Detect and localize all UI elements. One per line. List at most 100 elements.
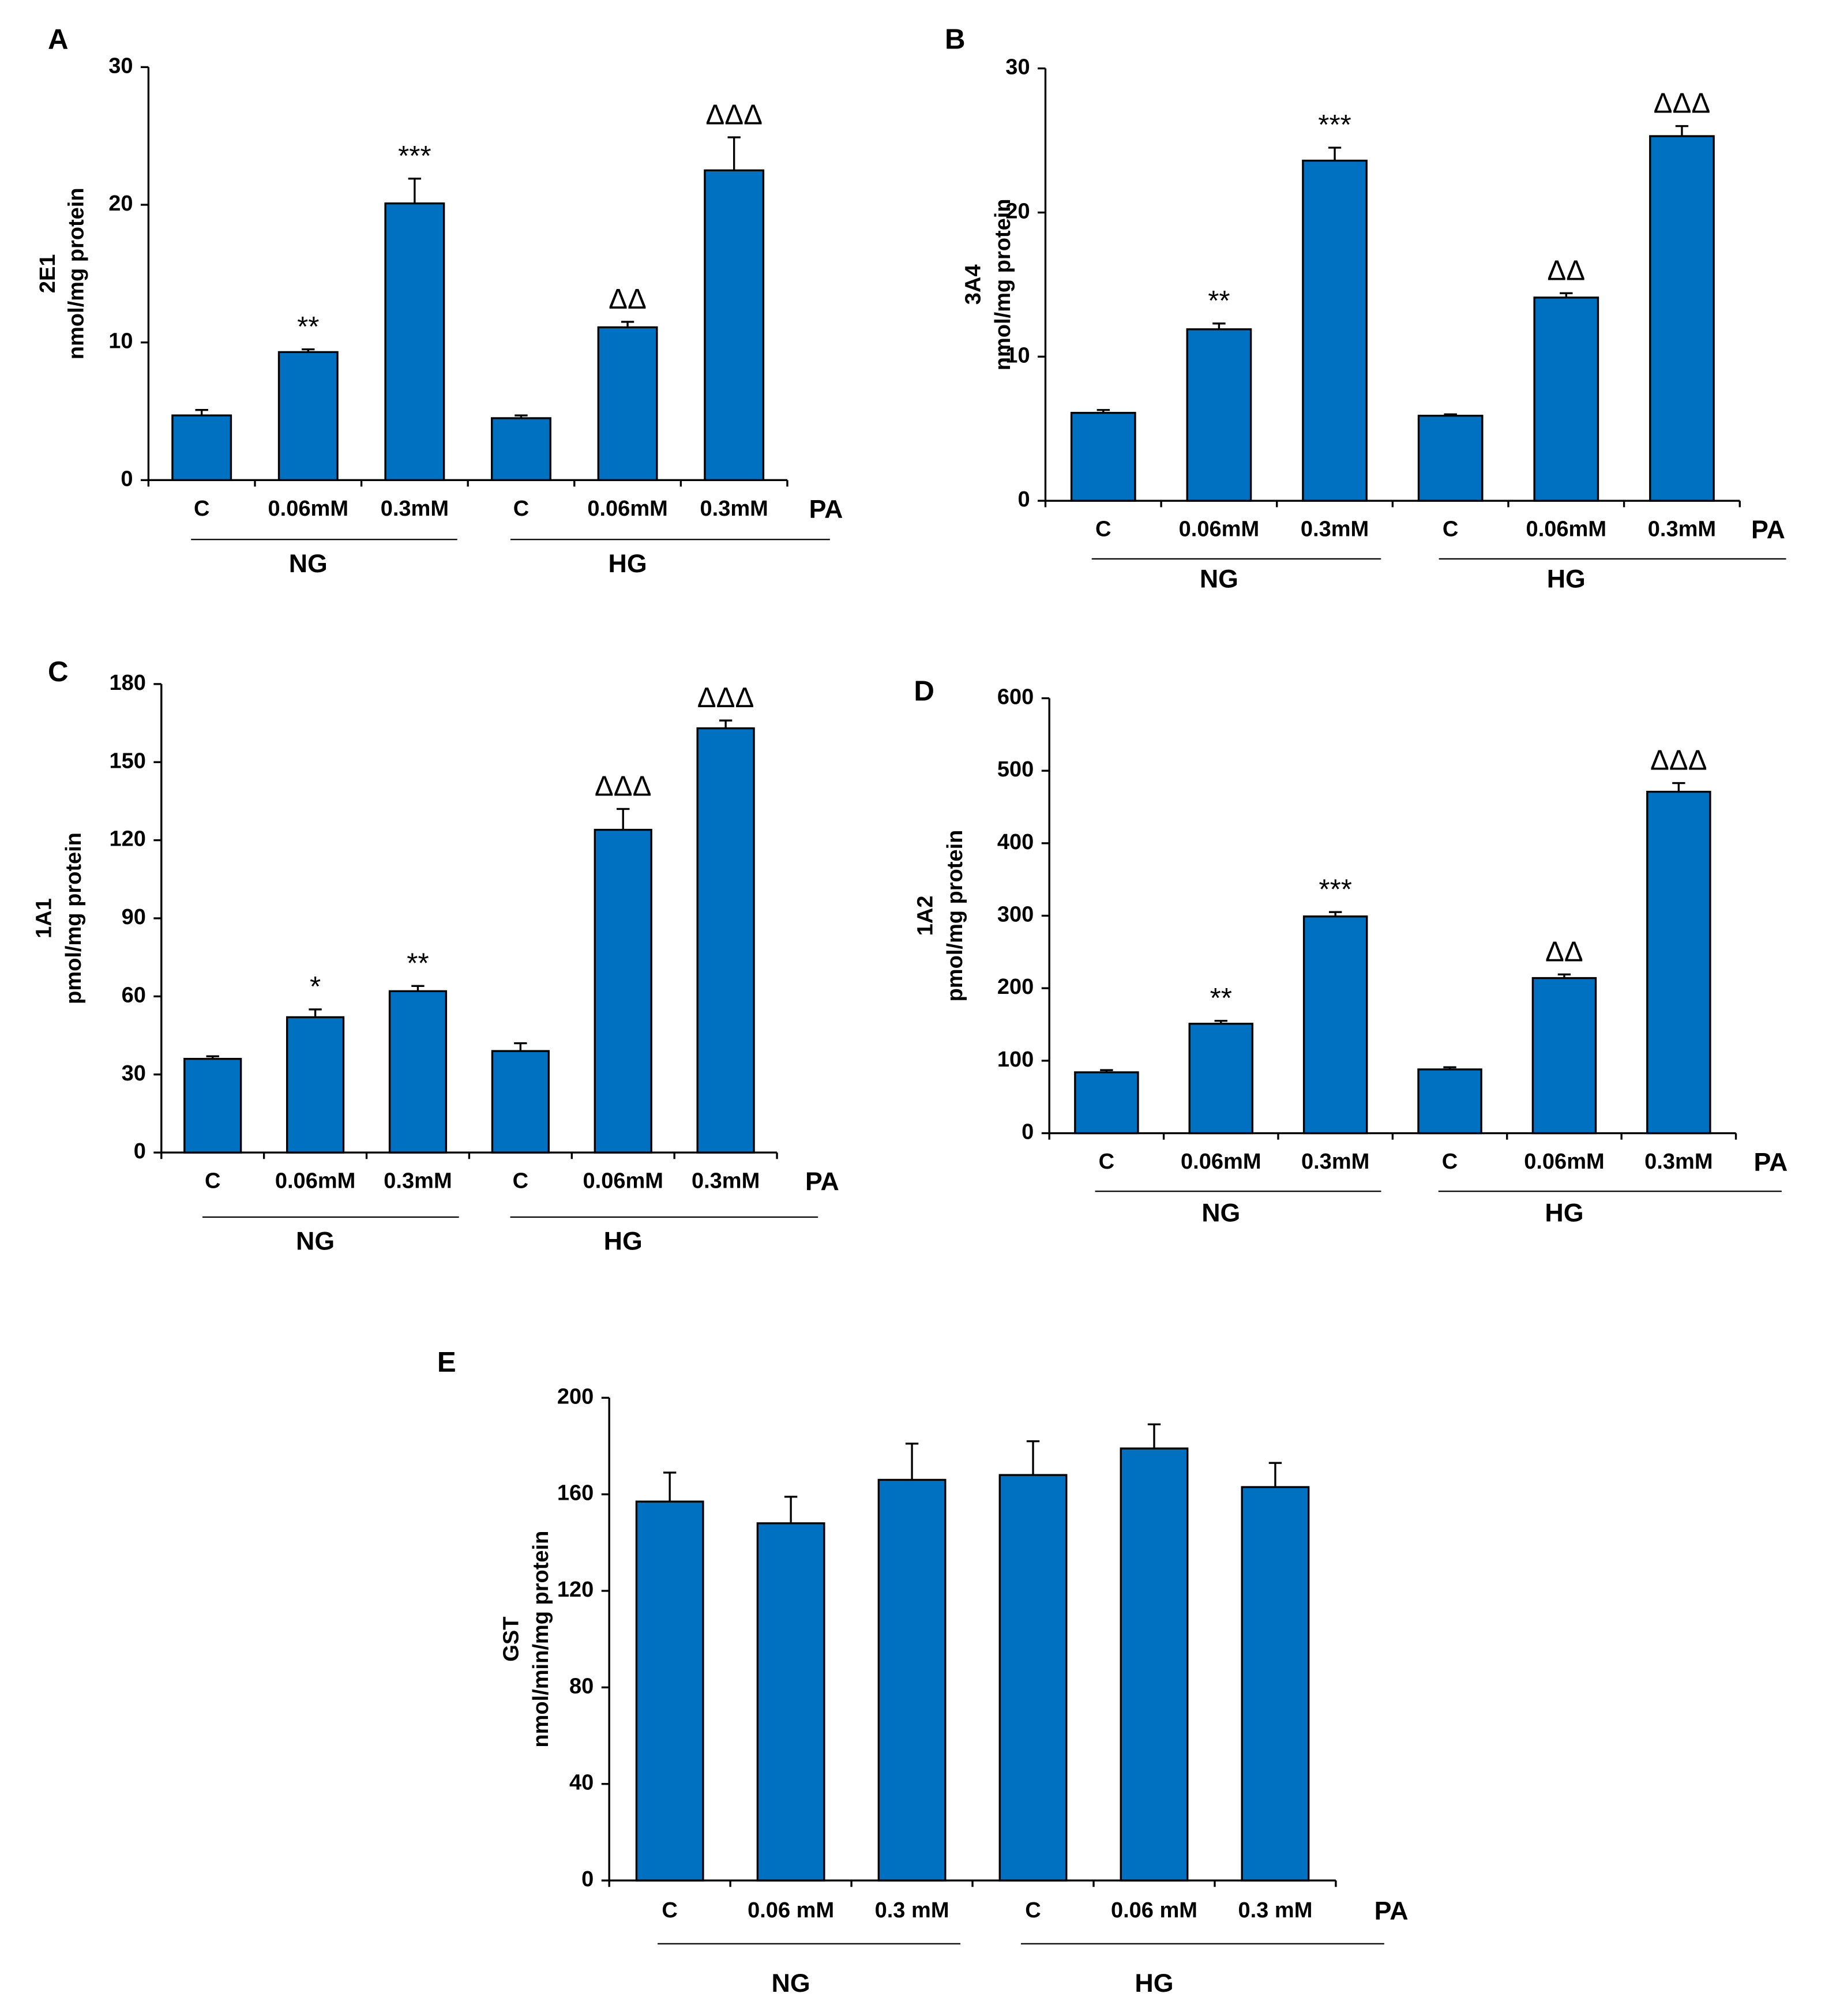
error-bar <box>1147 1423 1161 1449</box>
group-label: HG <box>1135 1969 1173 1998</box>
bar <box>1186 328 1252 502</box>
panel: A 2E1 nmol/mg protein 0 10 20 30 C 0.06mM ** 0.3mM… <box>36 24 843 578</box>
x-tick-label: C <box>513 1169 528 1193</box>
bar <box>1531 977 1597 1135</box>
annotation: ** <box>1208 285 1230 317</box>
bar <box>1533 296 1599 502</box>
y-tick-label: 0 <box>134 1139 146 1163</box>
x-tick-label: 0.3mM <box>1301 1150 1369 1174</box>
group-label: HG <box>1547 565 1586 594</box>
annotation: ** <box>297 311 319 343</box>
x-tick-label: 0.06 mM <box>1111 1898 1197 1923</box>
bar <box>171 414 232 482</box>
y-tick-label: 200 <box>557 1384 594 1409</box>
y-tick-label: 100 <box>997 1048 1034 1072</box>
x-tick-label: 0.06mM <box>1181 1150 1261 1174</box>
y-tick-label: 30 <box>1005 55 1030 80</box>
annotation: * <box>310 971 321 1003</box>
bar <box>704 169 765 482</box>
bar <box>1302 159 1368 502</box>
x-tick-label: C <box>1025 1898 1041 1923</box>
error-bar <box>1100 1069 1113 1072</box>
y-tick-label: 0 <box>1022 1120 1034 1144</box>
error-bar <box>621 321 634 328</box>
y-tick-label: 160 <box>557 1481 594 1506</box>
x-tick-label: C <box>205 1169 220 1193</box>
x-axis-label: PA <box>805 1167 839 1196</box>
x-tick-label: C <box>1099 1150 1114 1174</box>
annotation: ** <box>1210 982 1232 1014</box>
annotation: ΔΔ <box>1547 255 1585 287</box>
error-bar <box>1444 413 1457 416</box>
x-tick-label: 0.3mM <box>700 497 768 521</box>
error-bar <box>1268 1462 1282 1488</box>
group-label: NG <box>1200 565 1238 594</box>
y-axis-label: nmol/mg protein <box>991 198 1015 370</box>
error-bar <box>1328 147 1342 161</box>
x-tick-label: 0.3mM <box>384 1169 452 1193</box>
error-bar <box>1328 911 1342 917</box>
bar <box>388 990 448 1154</box>
x-axis-label: PA <box>1375 1897 1409 1925</box>
panel: D 1A2 pmol/mg protein 0 100 200 300 400 500 600 C 0… <box>914 675 1788 1227</box>
y-tick-label: 500 <box>997 757 1034 782</box>
bar <box>1070 412 1136 502</box>
panel-label: C <box>48 656 69 688</box>
y-axis-label: 2E1 <box>36 254 60 294</box>
error-bar <box>1675 125 1689 137</box>
x-tick-label: 0.3mM <box>692 1169 760 1193</box>
bar <box>1417 1068 1482 1135</box>
x-tick-label: 0.06 mM <box>748 1898 834 1923</box>
y-axis-label: 3A4 <box>961 264 985 305</box>
bar <box>286 1016 345 1154</box>
error-bar <box>515 414 528 418</box>
error-bar <box>206 1055 219 1059</box>
bar <box>277 351 339 482</box>
error-bar <box>1557 973 1571 978</box>
y-tick-label: 150 <box>109 749 145 773</box>
x-tick-label: C <box>513 497 529 521</box>
y-tick-label: 0 <box>121 467 133 491</box>
annotation: ΔΔΔ <box>595 771 652 802</box>
bar <box>384 202 445 482</box>
error-bar <box>195 408 208 416</box>
group-label: NG <box>296 1227 335 1256</box>
bar <box>756 1522 825 1882</box>
annotation: *** <box>1318 109 1351 141</box>
x-tick-label: 0.3mM <box>1644 1150 1713 1174</box>
panel-label: A <box>48 24 69 55</box>
error-bar <box>1096 409 1110 413</box>
y-axis-label: nmol/mg protein <box>64 187 88 359</box>
x-tick-label: 0.06mM <box>583 1169 663 1193</box>
error-bar <box>727 136 741 171</box>
group-label: HG <box>1545 1198 1583 1227</box>
annotation: *** <box>1319 873 1351 905</box>
error-bar <box>1672 782 1685 792</box>
error-bar <box>411 985 425 992</box>
x-axis-label: PA <box>1751 516 1785 545</box>
annotation: ΔΔΔ <box>1654 88 1711 119</box>
panel-label: B <box>945 24 966 55</box>
bar <box>1188 1023 1254 1135</box>
x-tick-label: C <box>662 1898 677 1923</box>
annotation: *** <box>398 140 431 172</box>
y-axis-label: pmol/mg protein <box>62 832 86 1004</box>
y-tick-label: 90 <box>122 905 146 929</box>
x-tick-label: C <box>1095 517 1111 542</box>
y-tick-label: 400 <box>997 830 1034 854</box>
bar <box>1302 915 1368 1135</box>
y-tick-label: 0 <box>1017 487 1030 512</box>
bar <box>1074 1071 1139 1135</box>
y-tick-label: 20 <box>108 192 133 216</box>
bar <box>597 326 658 482</box>
error-bar <box>784 1496 798 1523</box>
error-bar <box>1560 292 1573 298</box>
y-tick-label: 600 <box>997 685 1034 709</box>
x-tick-label: 0.06mM <box>1179 517 1259 542</box>
bar <box>1120 1447 1189 1882</box>
y-tick-label: 120 <box>557 1578 594 1602</box>
annotation: ΔΔΔ <box>705 99 763 130</box>
x-tick-label: 0.06mM <box>1524 1150 1604 1174</box>
